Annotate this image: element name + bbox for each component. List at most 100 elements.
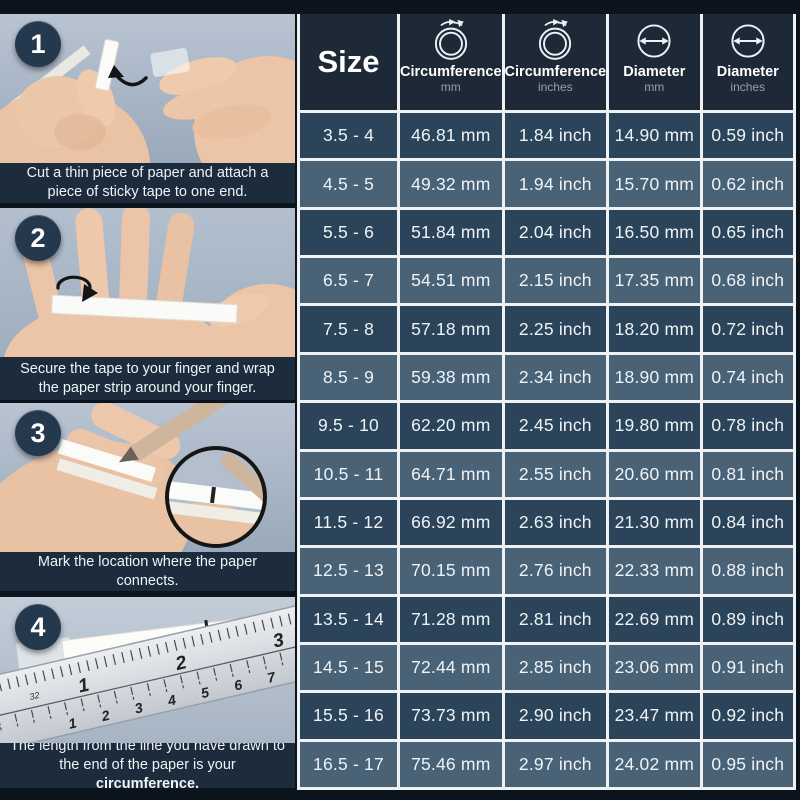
- row-size-cell: 7.5 - 8: [300, 306, 400, 355]
- svg-text:3: 3: [133, 699, 144, 716]
- row-value-cell: 0.74 inch: [702, 354, 796, 404]
- column-header-unit: inches: [730, 80, 766, 94]
- row-value-cell: 2.85 inch: [504, 644, 610, 694]
- column-header-unit: inches: [537, 80, 573, 94]
- row-value-cell: 0.72 inch: [702, 306, 796, 355]
- instructions-panel: 1 Cut a thin piece of paper and attach a…: [0, 0, 295, 800]
- row-value-cell: 22.33 mm: [609, 548, 703, 597]
- row-value-cell: 2.45 inch: [504, 403, 610, 452]
- step-4-caption: The length from the line you have drawn …: [0, 738, 295, 792]
- row-size-cell: 10.5 - 11: [300, 451, 400, 500]
- row-value-cell: 22.69 mm: [609, 596, 703, 645]
- column-header-diameter-mm: Diameter mm: [609, 14, 703, 113]
- row-value-cell: 57.18 mm: [400, 306, 505, 355]
- row-value-cell: 14.90 mm: [609, 113, 703, 162]
- row-size-cell: 14.5 - 15: [300, 644, 400, 694]
- row-size-cell: 15.5 - 16: [300, 693, 400, 742]
- row-value-cell: 2.97 inch: [504, 741, 610, 790]
- row-value-cell: 0.89 inch: [702, 596, 796, 645]
- row-value-cell: 23.47 mm: [609, 693, 703, 742]
- size-header-label: Size: [317, 44, 380, 79]
- row-value-cell: 54.51 mm: [400, 258, 505, 307]
- row-size-cell: 16.5 - 17: [300, 741, 400, 790]
- row-value-cell: 0.88 inch: [702, 548, 796, 597]
- circumference-icon: [539, 19, 572, 60]
- row-value-cell: 51.84 mm: [400, 209, 505, 259]
- row-value-cell: 2.76 inch: [504, 548, 610, 597]
- row-value-cell: 0.68 inch: [702, 258, 796, 307]
- svg-text:5: 5: [199, 684, 210, 701]
- column-header-label: Circumference: [504, 64, 607, 80]
- mark-paper-with-pen-illustration: [0, 403, 295, 552]
- step-2-photo: 2: [0, 208, 295, 357]
- row-value-cell: 0.62 inch: [702, 161, 796, 210]
- step-1-number-badge: 1: [15, 21, 61, 67]
- step-4-photo: 32 1 2 3 1 2 3 4 5 6 7 4: [0, 597, 295, 743]
- row-size-cell: 11.5 - 12: [300, 499, 400, 549]
- row-value-cell: 0.91 inch: [702, 644, 796, 694]
- row-value-cell: 24.02 mm: [609, 741, 703, 790]
- column-header-unit: mm: [644, 80, 665, 94]
- row-size-cell: 9.5 - 10: [300, 403, 400, 452]
- svg-text:2: 2: [173, 652, 189, 675]
- step-3-photo: 3: [0, 403, 295, 552]
- row-value-cell: 70.15 mm: [400, 548, 505, 597]
- step-3-caption: Mark the location where the paper connec…: [0, 552, 295, 591]
- diameter-icon: [637, 24, 671, 58]
- row-value-cell: 0.78 inch: [702, 403, 796, 452]
- row-value-cell: 66.92 mm: [400, 499, 505, 549]
- row-value-cell: 0.81 inch: [702, 451, 796, 500]
- row-size-cell: 5.5 - 6: [300, 209, 400, 259]
- svg-text:6: 6: [232, 676, 243, 693]
- ring-size-table: Size Circumference mm Ci: [297, 14, 796, 790]
- row-size-cell: 12.5 - 13: [300, 548, 400, 597]
- row-size-cell: 8.5 - 9: [300, 354, 400, 404]
- row-value-cell: 21.30 mm: [609, 499, 703, 549]
- svg-text:4: 4: [165, 691, 177, 709]
- step-1-caption: Cut a thin piece of paper and attach a p…: [0, 163, 295, 203]
- column-header-label: Diameter: [716, 64, 779, 80]
- svg-text:1: 1: [76, 675, 91, 698]
- row-value-cell: 2.15 inch: [504, 258, 610, 307]
- diameter-icon: [731, 24, 765, 58]
- row-size-cell: 3.5 - 4: [300, 113, 400, 162]
- step-3-number-badge: 3: [15, 410, 61, 456]
- row-value-cell: 62.20 mm: [400, 403, 505, 452]
- step-3: 3 Mark the location where the paper conn…: [0, 403, 295, 591]
- row-size-cell: 4.5 - 5: [300, 161, 400, 210]
- row-value-cell: 1.84 inch: [504, 113, 610, 162]
- circumference-icon: [434, 19, 467, 60]
- row-value-cell: 59.38 mm: [400, 354, 505, 404]
- step-4-number-badge: 4: [15, 604, 61, 650]
- row-value-cell: 0.95 inch: [702, 741, 796, 790]
- row-value-cell: 2.63 inch: [504, 499, 610, 549]
- step-2: 2 Secure the tape to your finger and wra…: [0, 208, 295, 400]
- step-2-caption: Secure the tape to your finger and wrap …: [0, 357, 295, 400]
- row-value-cell: 19.80 mm: [609, 403, 703, 452]
- row-value-cell: 2.90 inch: [504, 693, 610, 742]
- hands-cutting-paper-illustration: [0, 14, 295, 163]
- column-header-size: Size: [300, 14, 400, 113]
- row-value-cell: 23.06 mm: [609, 644, 703, 694]
- row-size-cell: 13.5 - 14: [300, 596, 400, 645]
- svg-text:2: 2: [99, 707, 111, 725]
- svg-text:3: 3: [271, 630, 286, 653]
- svg-text:32: 32: [28, 690, 40, 702]
- row-value-cell: 20.60 mm: [609, 451, 703, 500]
- column-header-unit: mm: [440, 80, 461, 94]
- ruler-measuring-paper-illustration: 32 1 2 3 1 2 3 4 5 6 7: [0, 597, 295, 743]
- step-2-number-badge: 2: [15, 215, 61, 261]
- row-value-cell: 73.73 mm: [400, 693, 505, 742]
- row-value-cell: 2.55 inch: [504, 451, 610, 500]
- step-1: 1 Cut a thin piece of paper and attach a…: [0, 14, 295, 203]
- row-value-cell: 18.90 mm: [609, 354, 703, 404]
- row-value-cell: 49.32 mm: [400, 161, 505, 210]
- column-header-label: Diameter: [623, 64, 686, 80]
- row-value-cell: 17.35 mm: [609, 258, 703, 307]
- row-value-cell: 0.59 inch: [702, 113, 796, 162]
- row-value-cell: 75.46 mm: [400, 741, 505, 790]
- row-value-cell: 71.28 mm: [400, 596, 505, 645]
- row-value-cell: 46.81 mm: [400, 113, 505, 162]
- row-value-cell: 18.20 mm: [609, 306, 703, 355]
